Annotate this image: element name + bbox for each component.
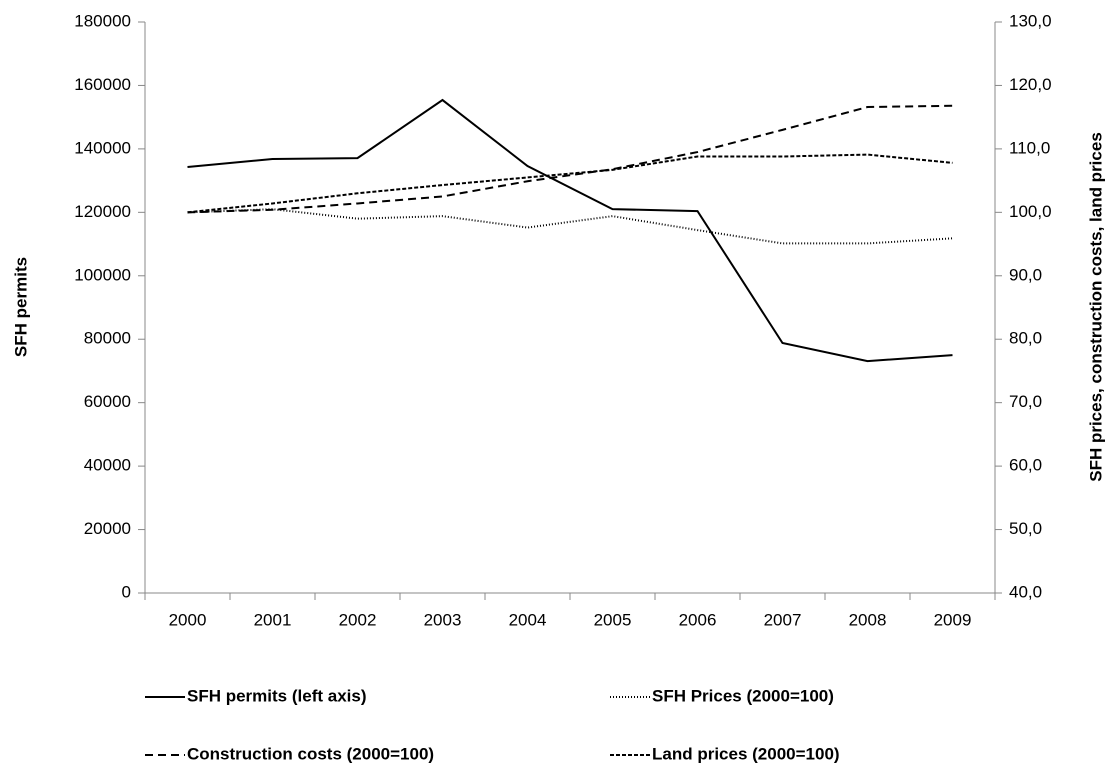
y-tick-label: 160000: [74, 75, 131, 94]
x-tick-label: 2008: [849, 610, 887, 629]
y2-tick-label: 90,0: [1009, 265, 1042, 284]
x-tick-label: 2003: [424, 610, 462, 629]
x-tick-label: 2009: [934, 610, 972, 629]
y2-tick-label: 80,0: [1009, 329, 1042, 348]
legend-label: Construction costs (2000=100): [187, 744, 434, 763]
y-tick-label: 140000: [74, 138, 131, 157]
y-tick-label: 0: [122, 582, 131, 601]
y2-tick-label: 70,0: [1009, 392, 1042, 411]
legend-label: SFH permits (left axis): [187, 686, 367, 705]
y2-tick-label: 130,0: [1009, 11, 1052, 30]
y-tick-label: 80000: [84, 329, 131, 348]
legend-label: SFH Prices (2000=100): [652, 686, 834, 705]
y-tick-label: 120000: [74, 202, 131, 221]
y-tick-label: 180000: [74, 11, 131, 30]
series-line: [187, 208, 953, 245]
x-tick-label: 2005: [594, 610, 632, 629]
y-tick-label: 40000: [84, 456, 131, 475]
y-tick-label: 60000: [84, 392, 131, 411]
x-tick-label: 2004: [509, 610, 547, 629]
y2-tick-label: 110,0: [1009, 138, 1050, 157]
y-axis-label: SFH permits: [11, 257, 30, 357]
series-line: [187, 98, 953, 363]
x-tick-label: 2000: [169, 610, 207, 629]
y-tick-label: 100000: [74, 265, 131, 284]
x-tick-label: 2006: [679, 610, 717, 629]
y2-tick-label: 60,0: [1009, 456, 1042, 475]
y2-tick-label: 40,0: [1009, 582, 1042, 601]
series-line: [187, 153, 953, 214]
x-tick-label: 2007: [764, 610, 802, 629]
y2-tick-label: 120,0: [1009, 75, 1052, 94]
series-line: [187, 104, 953, 214]
x-tick-label: 2001: [254, 610, 292, 629]
y2-axis-label: SFH prices, construction costs, land pri…: [1086, 132, 1105, 482]
x-tick-label: 2002: [339, 610, 377, 629]
y2-tick-label: 50,0: [1009, 519, 1042, 538]
y2-tick-label: 100,0: [1009, 202, 1052, 221]
legend-label: Land prices (2000=100): [652, 744, 840, 763]
y-tick-label: 20000: [84, 519, 131, 538]
